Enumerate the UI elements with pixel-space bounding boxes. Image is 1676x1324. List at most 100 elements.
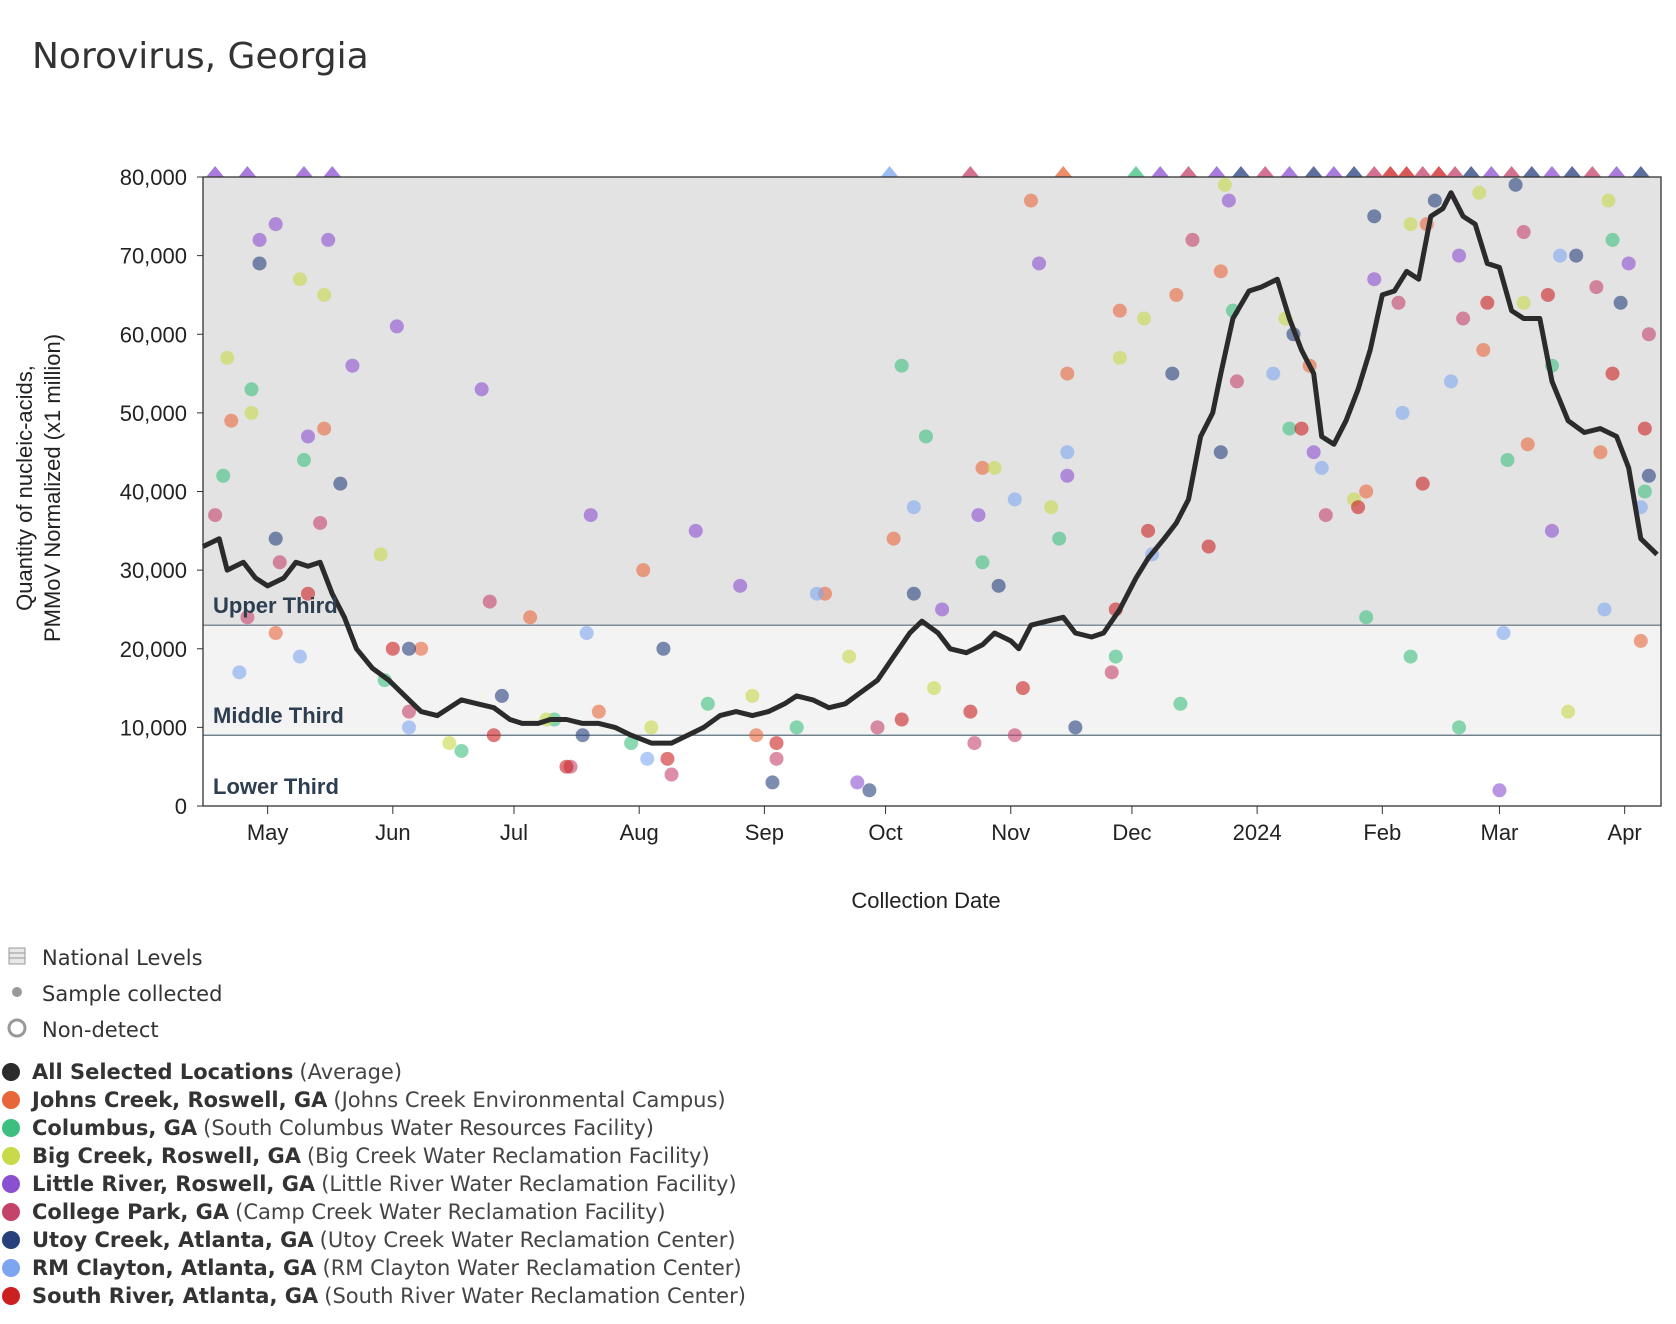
sample-point[interactable] (591, 704, 606, 719)
sample-point[interactable] (769, 751, 784, 766)
above-range-triangle[interactable] (1413, 166, 1432, 177)
sample-point[interactable] (208, 508, 223, 523)
sample-point[interactable] (886, 531, 901, 546)
above-range-triangle[interactable] (1381, 166, 1400, 177)
above-range-triangle[interactable] (1583, 166, 1602, 177)
sample-point[interactable] (494, 688, 509, 703)
sample-point[interactable] (268, 531, 283, 546)
legend-non-detect[interactable]: Non-detect (0, 1012, 900, 1048)
sample-point[interactable] (1108, 649, 1123, 664)
sample-point[interactable] (1472, 185, 1487, 200)
sample-point[interactable] (401, 641, 416, 656)
sample-point[interactable] (809, 586, 824, 601)
sample-point[interactable] (971, 508, 986, 523)
sample-point[interactable] (906, 500, 921, 515)
legend-location-item[interactable]: College Park, GA (Camp Creek Water Reclam… (0, 1198, 900, 1226)
above-range-triangle[interactable] (1502, 166, 1521, 177)
sample-point[interactable] (1351, 500, 1366, 515)
sample-point[interactable] (1112, 303, 1127, 318)
sample-point[interactable] (1520, 437, 1535, 452)
sample-point[interactable] (1633, 633, 1648, 648)
sample-point[interactable] (1213, 264, 1228, 279)
above-range-triangle[interactable] (1365, 166, 1384, 177)
sample-point[interactable] (1141, 523, 1156, 538)
sample-point[interactable] (1403, 217, 1418, 232)
sample-point[interactable] (1395, 405, 1410, 420)
above-range-triangle[interactable] (1324, 166, 1343, 177)
sample-point[interactable] (1403, 649, 1418, 664)
above-range-triangle[interactable] (1054, 166, 1073, 177)
sample-point[interactable] (1169, 287, 1184, 302)
legend-sample-collected[interactable]: Sample collected (0, 976, 900, 1012)
sample-point[interactable] (1112, 350, 1127, 365)
sample-point[interactable] (894, 712, 909, 727)
legend-location-item[interactable]: Little River, Roswell, GA (Little River W… (0, 1170, 900, 1198)
above-range-triangle[interactable] (294, 166, 313, 177)
sample-point[interactable] (1496, 626, 1511, 641)
sample-point[interactable] (1201, 539, 1216, 554)
sample-point[interactable] (975, 555, 990, 570)
above-range-triangle[interactable] (1280, 166, 1299, 177)
sample-point[interactable] (1597, 602, 1612, 617)
sample-point[interactable] (224, 413, 239, 428)
sample-point[interactable] (850, 775, 865, 790)
sample-point[interactable] (1641, 327, 1656, 342)
sample-point[interactable] (963, 704, 978, 719)
sample-point[interactable] (240, 610, 255, 625)
sample-point[interactable] (414, 641, 429, 656)
sample-point[interactable] (1621, 256, 1636, 271)
sample-point[interactable] (749, 728, 764, 743)
sample-point[interactable] (1023, 193, 1038, 208)
sample-point[interactable] (385, 641, 400, 656)
sample-point[interactable] (454, 743, 469, 758)
above-range-triangle[interactable] (1631, 166, 1650, 177)
sample-point[interactable] (579, 626, 594, 641)
sample-point[interactable] (1367, 272, 1382, 287)
sample-point[interactable] (870, 720, 885, 735)
above-range-triangle[interactable] (1304, 166, 1323, 177)
sample-point[interactable] (317, 287, 332, 302)
sample-point[interactable] (1060, 445, 1075, 460)
sample-point[interactable] (220, 350, 235, 365)
above-range-triangle[interactable] (1345, 166, 1364, 177)
sample-point[interactable] (733, 578, 748, 593)
sample-point[interactable] (442, 736, 457, 751)
sample-point[interactable] (636, 563, 651, 578)
sample-point[interactable] (640, 751, 655, 766)
above-range-triangle[interactable] (1522, 166, 1541, 177)
sample-point[interactable] (664, 767, 679, 782)
sample-point[interactable] (1165, 366, 1180, 381)
sample-point[interactable] (1217, 177, 1232, 192)
sample-point[interactable] (1052, 531, 1067, 546)
sample-point[interactable] (474, 382, 489, 397)
above-range-triangle[interactable] (206, 166, 225, 177)
sample-point[interactable] (292, 272, 307, 287)
sample-point[interactable] (991, 578, 1006, 593)
sample-point[interactable] (252, 232, 267, 247)
above-range-triangle[interactable] (1542, 166, 1561, 177)
sample-point[interactable] (1314, 460, 1329, 475)
sample-point[interactable] (401, 704, 416, 719)
legend-location-item[interactable]: Johns Creek, Roswell, GA (Johns Creek Env… (0, 1086, 900, 1114)
sample-point[interactable] (894, 358, 909, 373)
above-range-triangle[interactable] (1126, 166, 1145, 177)
sample-point[interactable] (301, 586, 316, 601)
sample-point[interactable] (268, 217, 283, 232)
sample-point[interactable] (1443, 374, 1458, 389)
sample-point[interactable] (401, 720, 416, 735)
sample-point[interactable] (656, 641, 671, 656)
sample-point[interactable] (1452, 720, 1467, 735)
sample-point[interactable] (660, 751, 675, 766)
sample-point[interactable] (1391, 295, 1406, 310)
sample-point[interactable] (987, 460, 1002, 475)
sample-point[interactable] (769, 736, 784, 751)
sample-point[interactable] (700, 696, 715, 711)
sample-point[interactable] (935, 602, 950, 617)
sample-point[interactable] (644, 720, 659, 735)
sample-point[interactable] (1229, 374, 1244, 389)
above-range-triangle[interactable] (1256, 166, 1275, 177)
sample-point[interactable] (1060, 366, 1075, 381)
sample-point[interactable] (523, 610, 538, 625)
sample-point[interactable] (583, 508, 598, 523)
sample-point[interactable] (1266, 366, 1281, 381)
